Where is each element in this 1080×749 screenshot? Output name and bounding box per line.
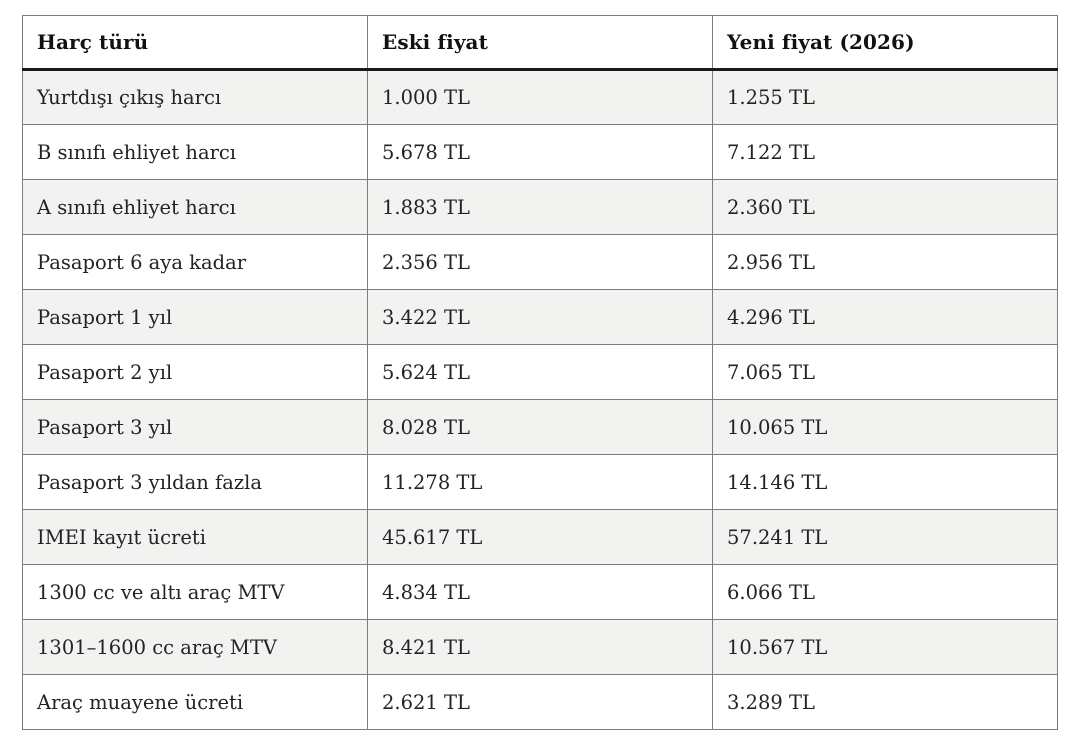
header-cell-old-price: Eski fiyat xyxy=(367,15,713,71)
cell-fee-type: Pasaport 3 yıldan fazla xyxy=(22,454,368,510)
table-row: B sınıfı ehliyet harcı 5.678 TL 7.122 TL xyxy=(22,124,1058,180)
cell-old-price: 2.356 TL xyxy=(367,234,713,290)
table-row: 1301–1600 cc araç MTV 8.421 TL 10.567 TL xyxy=(22,619,1058,675)
cell-new-price: 2.956 TL xyxy=(712,234,1058,290)
cell-fee-type: Pasaport 6 aya kadar xyxy=(22,234,368,290)
cell-old-price: 5.624 TL xyxy=(367,344,713,400)
cell-fee-type: 1300 cc ve altı araç MTV xyxy=(22,564,368,620)
header-cell-fee-type: Harç türü xyxy=(22,15,368,71)
cell-fee-type: Yurtdışı çıkış harcı xyxy=(22,69,368,125)
cell-old-price: 1.000 TL xyxy=(367,69,713,125)
cell-new-price: 10.065 TL xyxy=(712,399,1058,455)
cell-fee-type: Araç muayene ücreti xyxy=(22,674,368,730)
cell-old-price: 8.421 TL xyxy=(367,619,713,675)
table-row: A sınıfı ehliyet harcı 1.883 TL 2.360 TL xyxy=(22,179,1058,235)
cell-new-price: 6.066 TL xyxy=(712,564,1058,620)
cell-new-price: 7.065 TL xyxy=(712,344,1058,400)
fees-table: Harç türü Eski fiyat Yeni fiyat (2026) Y… xyxy=(22,15,1058,730)
cell-fee-type: Pasaport 2 yıl xyxy=(22,344,368,400)
header-row: Harç türü Eski fiyat Yeni fiyat (2026) xyxy=(22,15,1058,71)
table-header: Harç türü Eski fiyat Yeni fiyat (2026) xyxy=(22,15,1058,71)
cell-fee-type: B sınıfı ehliyet harcı xyxy=(22,124,368,180)
cell-old-price: 11.278 TL xyxy=(367,454,713,510)
table-row: Pasaport 1 yıl 3.422 TL 4.296 TL xyxy=(22,289,1058,345)
cell-new-price: 1.255 TL xyxy=(712,69,1058,125)
table-row: IMEI kayıt ücreti 45.617 TL 57.241 TL xyxy=(22,509,1058,565)
table-row: Pasaport 3 yıl 8.028 TL 10.065 TL xyxy=(22,399,1058,455)
table-row: Pasaport 2 yıl 5.624 TL 7.065 TL xyxy=(22,344,1058,400)
table-row: Yurtdışı çıkış harcı 1.000 TL 1.255 TL xyxy=(22,69,1058,125)
cell-new-price: 10.567 TL xyxy=(712,619,1058,675)
fees-table-container: Harç türü Eski fiyat Yeni fiyat (2026) Y… xyxy=(22,15,1058,730)
cell-old-price: 8.028 TL xyxy=(367,399,713,455)
cell-fee-type: Pasaport 1 yıl xyxy=(22,289,368,345)
table-row: Pasaport 3 yıldan fazla 11.278 TL 14.146… xyxy=(22,454,1058,510)
cell-fee-type: Pasaport 3 yıl xyxy=(22,399,368,455)
header-cell-new-price: Yeni fiyat (2026) xyxy=(712,15,1058,71)
cell-new-price: 14.146 TL xyxy=(712,454,1058,510)
cell-fee-type: IMEI kayıt ücreti xyxy=(22,509,368,565)
cell-old-price: 3.422 TL xyxy=(367,289,713,345)
cell-old-price: 4.834 TL xyxy=(367,564,713,620)
cell-old-price: 45.617 TL xyxy=(367,509,713,565)
cell-old-price: 5.678 TL xyxy=(367,124,713,180)
table-body: Yurtdışı çıkış harcı 1.000 TL 1.255 TL B… xyxy=(22,69,1058,730)
cell-old-price: 1.883 TL xyxy=(367,179,713,235)
table-row: Pasaport 6 aya kadar 2.356 TL 2.956 TL xyxy=(22,234,1058,290)
cell-new-price: 4.296 TL xyxy=(712,289,1058,345)
cell-old-price: 2.621 TL xyxy=(367,674,713,730)
cell-new-price: 7.122 TL xyxy=(712,124,1058,180)
cell-fee-type: 1301–1600 cc araç MTV xyxy=(22,619,368,675)
table-row: Araç muayene ücreti 2.621 TL 3.289 TL xyxy=(22,674,1058,730)
cell-new-price: 57.241 TL xyxy=(712,509,1058,565)
cell-new-price: 3.289 TL xyxy=(712,674,1058,730)
table-row: 1300 cc ve altı araç MTV 4.834 TL 6.066 … xyxy=(22,564,1058,620)
cell-new-price: 2.360 TL xyxy=(712,179,1058,235)
cell-fee-type: A sınıfı ehliyet harcı xyxy=(22,179,368,235)
